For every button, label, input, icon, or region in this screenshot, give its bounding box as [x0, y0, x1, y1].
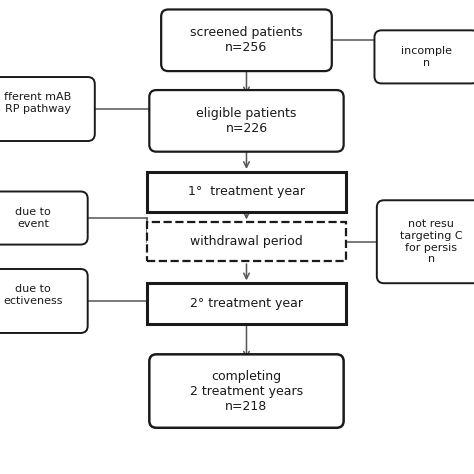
Text: 2° treatment year: 2° treatment year [190, 297, 303, 310]
Text: screened patients
n=256: screened patients n=256 [190, 26, 303, 55]
FancyBboxPatch shape [147, 172, 346, 212]
Text: 1°  treatment year: 1° treatment year [188, 185, 305, 199]
FancyBboxPatch shape [0, 269, 88, 333]
Text: incomple
n: incomple n [401, 46, 452, 68]
FancyBboxPatch shape [149, 355, 344, 428]
Text: eligible patients
n=226: eligible patients n=226 [196, 107, 297, 135]
Text: withdrawal period: withdrawal period [190, 235, 303, 248]
FancyBboxPatch shape [0, 191, 88, 245]
FancyBboxPatch shape [161, 9, 332, 71]
Text: due to
ectiveness: due to ectiveness [3, 284, 63, 318]
FancyBboxPatch shape [149, 90, 344, 152]
FancyBboxPatch shape [377, 201, 474, 283]
Text: completing
2 treatment years
n=218: completing 2 treatment years n=218 [190, 370, 303, 412]
FancyBboxPatch shape [147, 222, 346, 261]
FancyBboxPatch shape [0, 77, 95, 141]
FancyBboxPatch shape [147, 283, 346, 323]
Text: due to
event: due to event [15, 207, 51, 229]
Text: not resu
targeting C
for persis
n: not resu targeting C for persis n [400, 219, 463, 264]
FancyBboxPatch shape [374, 30, 474, 83]
Text: fferent mAB
RP pathway: fferent mAB RP pathway [4, 92, 72, 126]
